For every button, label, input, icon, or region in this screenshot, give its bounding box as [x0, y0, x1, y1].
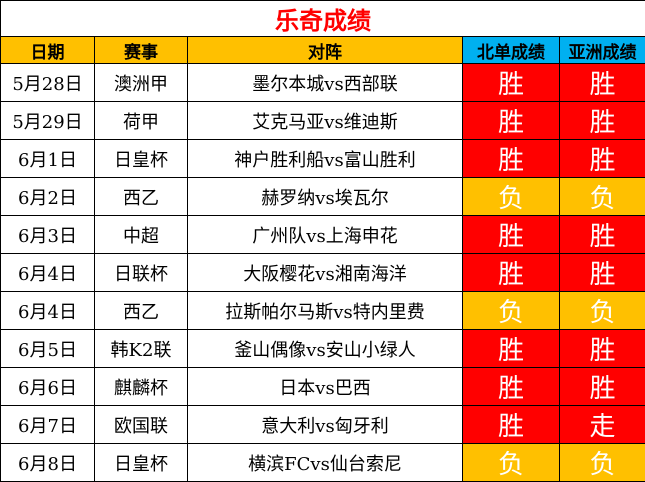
asia-result-cell: 胜: [560, 102, 645, 140]
date-cell: 5月29日: [1, 102, 95, 140]
bd-result-cell: 胜: [463, 102, 560, 140]
table-row: 6月7日欧国联意大利vs匈牙利胜走: [1, 406, 645, 444]
sheet-title: 乐奇成绩: [1, 1, 645, 37]
date-cell: 6月8日: [1, 444, 95, 482]
match-cell: 拉斯帕尔马斯vs特内里费: [188, 292, 463, 330]
league-cell: 澳洲甲: [95, 64, 188, 102]
match-cell: 日本vs巴西: [188, 368, 463, 406]
results-sheet: 乐奇成绩 日期 赛事 对阵 北单成绩 亚洲成绩 5月28日澳洲甲墨尔本城vs西部…: [0, 0, 645, 468]
match-cell: 大阪樱花vs湘南海洋: [188, 254, 463, 292]
header-bd-result: 北单成绩: [463, 37, 560, 64]
match-cell: 赫罗纳vs埃瓦尔: [188, 178, 463, 216]
asia-result-cell: 胜: [560, 140, 645, 178]
table-row: 6月6日麒麟杯日本vs巴西胜胜: [1, 368, 645, 406]
league-cell: 荷甲: [95, 102, 188, 140]
match-cell: 墨尔本城vs西部联: [188, 64, 463, 102]
date-cell: 6月4日: [1, 254, 95, 292]
asia-result-cell: 胜: [560, 216, 645, 254]
header-date: 日期: [1, 37, 95, 64]
table-row: 5月28日澳洲甲墨尔本城vs西部联胜胜: [1, 64, 645, 102]
header-match: 对阵: [188, 37, 463, 64]
league-cell: 西乙: [95, 292, 188, 330]
league-cell: 中超: [95, 216, 188, 254]
league-cell: 日联杯: [95, 254, 188, 292]
asia-result-cell: 走: [560, 406, 645, 444]
table-row: 6月2日西乙赫罗纳vs埃瓦尔负负: [1, 178, 645, 216]
match-cell: 釜山偶像vs安山小绿人: [188, 330, 463, 368]
bd-result-cell: 胜: [463, 368, 560, 406]
league-cell: 日皇杯: [95, 444, 188, 482]
header-league: 赛事: [95, 37, 188, 64]
date-cell: 5月28日: [1, 64, 95, 102]
table-row: 5月29日荷甲艾克马亚vs维迪斯胜胜: [1, 102, 645, 140]
bd-result-cell: 胜: [463, 64, 560, 102]
date-cell: 6月4日: [1, 292, 95, 330]
bd-result-cell: 胜: [463, 406, 560, 444]
table-row: 6月4日西乙拉斯帕尔马斯vs特内里费负负: [1, 292, 645, 330]
league-cell: 麒麟杯: [95, 368, 188, 406]
asia-result-cell: 胜: [560, 254, 645, 292]
league-cell: 日皇杯: [95, 140, 188, 178]
table-row: 6月5日韩K2联釜山偶像vs安山小绿人胜胜: [1, 330, 645, 368]
asia-result-cell: 胜: [560, 64, 645, 102]
match-cell: 意大利vs匈牙利: [188, 406, 463, 444]
asia-result-cell: 胜: [560, 330, 645, 368]
league-cell: 欧国联: [95, 406, 188, 444]
date-cell: 6月5日: [1, 330, 95, 368]
date-cell: 6月3日: [1, 216, 95, 254]
table-row: 6月1日日皇杯神户胜利船vs富山胜利胜胜: [1, 140, 645, 178]
asia-result-cell: 负: [560, 178, 645, 216]
header-row: 日期 赛事 对阵 北单成绩 亚洲成绩: [1, 37, 645, 64]
title-row: 乐奇成绩: [1, 1, 645, 37]
bd-result-cell: 负: [463, 178, 560, 216]
match-cell: 艾克马亚vs维迪斯: [188, 102, 463, 140]
table-row: 6月3日中超广州队vs上海申花胜胜: [1, 216, 645, 254]
bd-result-cell: 负: [463, 444, 560, 482]
asia-result-cell: 胜: [560, 368, 645, 406]
league-cell: 韩K2联: [95, 330, 188, 368]
date-cell: 6月1日: [1, 140, 95, 178]
bd-result-cell: 胜: [463, 140, 560, 178]
match-cell: 横滨FCvs仙台索尼: [188, 444, 463, 482]
bd-result-cell: 负: [463, 292, 560, 330]
date-cell: 6月6日: [1, 368, 95, 406]
header-asia-result: 亚洲成绩: [560, 37, 645, 64]
bd-result-cell: 胜: [463, 254, 560, 292]
match-cell: 广州队vs上海申花: [188, 216, 463, 254]
match-cell: 神户胜利船vs富山胜利: [188, 140, 463, 178]
date-cell: 6月7日: [1, 406, 95, 444]
bd-result-cell: 胜: [463, 330, 560, 368]
bd-result-cell: 胜: [463, 216, 560, 254]
table-row: 6月8日日皇杯横滨FCvs仙台索尼负负: [1, 444, 645, 482]
league-cell: 西乙: [95, 178, 188, 216]
table-row: 6月4日日联杯大阪樱花vs湘南海洋胜胜: [1, 254, 645, 292]
asia-result-cell: 负: [560, 292, 645, 330]
date-cell: 6月2日: [1, 178, 95, 216]
asia-result-cell: 负: [560, 444, 645, 482]
